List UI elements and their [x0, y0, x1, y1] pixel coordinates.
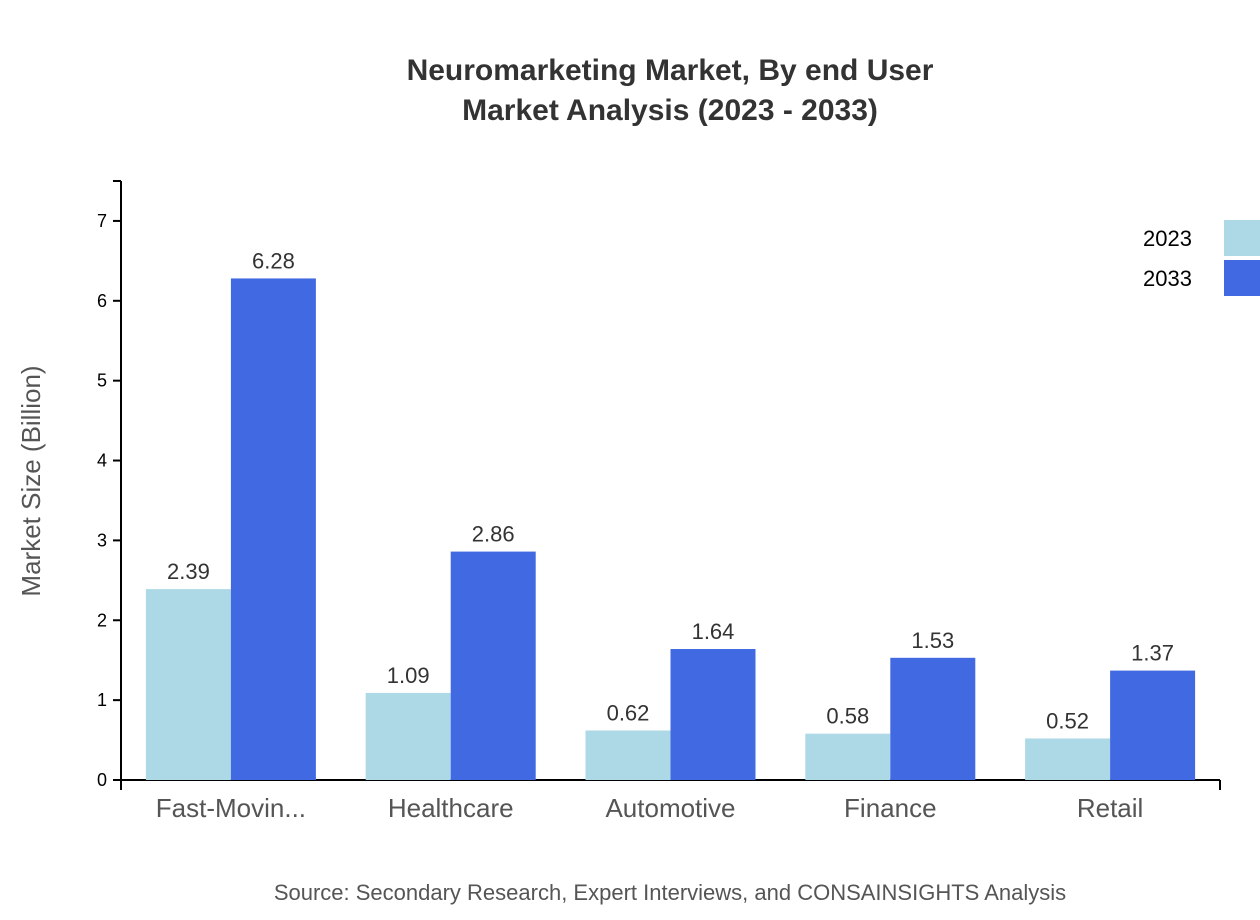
y-tick-label: 1	[97, 690, 107, 710]
x-tick-label: Finance	[844, 793, 937, 823]
x-tick-label: Retail	[1077, 793, 1143, 823]
bar-2023	[1025, 738, 1111, 780]
y-tick-label: 6	[97, 291, 107, 311]
data-label: 1.53	[911, 628, 954, 653]
bar-2033	[670, 649, 756, 780]
legend-swatch-2033	[1224, 260, 1260, 296]
y-axis-label: Market Size (Billion)	[16, 365, 46, 596]
legend-label-2033: 2033	[1143, 266, 1192, 291]
data-label: 0.58	[826, 704, 869, 729]
data-label: 1.64	[692, 619, 735, 644]
data-label: 0.52	[1046, 708, 1089, 733]
y-tick-label: 4	[97, 451, 107, 471]
y-tick-label: 3	[97, 530, 107, 550]
y-tick-label: 5	[97, 371, 107, 391]
bar-2033	[230, 278, 316, 780]
legend-label-2023: 2023	[1143, 226, 1192, 251]
bar-2023	[145, 589, 231, 780]
x-tick-label: Fast-Movin...	[156, 793, 306, 823]
bar-2023	[805, 733, 891, 780]
bar-2023	[365, 692, 451, 780]
chart-title-line-1: Neuromarketing Market, By end User	[407, 54, 934, 87]
data-label: 2.39	[167, 559, 210, 584]
bar-2033	[890, 657, 976, 780]
bar-2033	[450, 551, 536, 780]
source-note: Source: Secondary Research, Expert Inter…	[274, 880, 1066, 905]
x-tick-label: Automotive	[605, 793, 735, 823]
data-label: 6.28	[252, 248, 295, 273]
bar-2033	[1110, 670, 1196, 780]
chart-title-line-2: Market Analysis (2023 - 2033)	[462, 94, 878, 127]
data-label: 1.09	[387, 663, 430, 688]
y-tick-label: 0	[97, 770, 107, 790]
y-tick-label: 2	[97, 610, 107, 630]
bar-2023	[585, 730, 671, 780]
y-tick-label: 7	[97, 211, 107, 231]
data-label: 2.86	[472, 522, 515, 547]
data-label: 1.37	[1131, 641, 1174, 666]
data-label: 0.62	[607, 700, 650, 725]
legend-swatch-2023	[1224, 220, 1260, 256]
x-tick-label: Healthcare	[388, 793, 514, 823]
